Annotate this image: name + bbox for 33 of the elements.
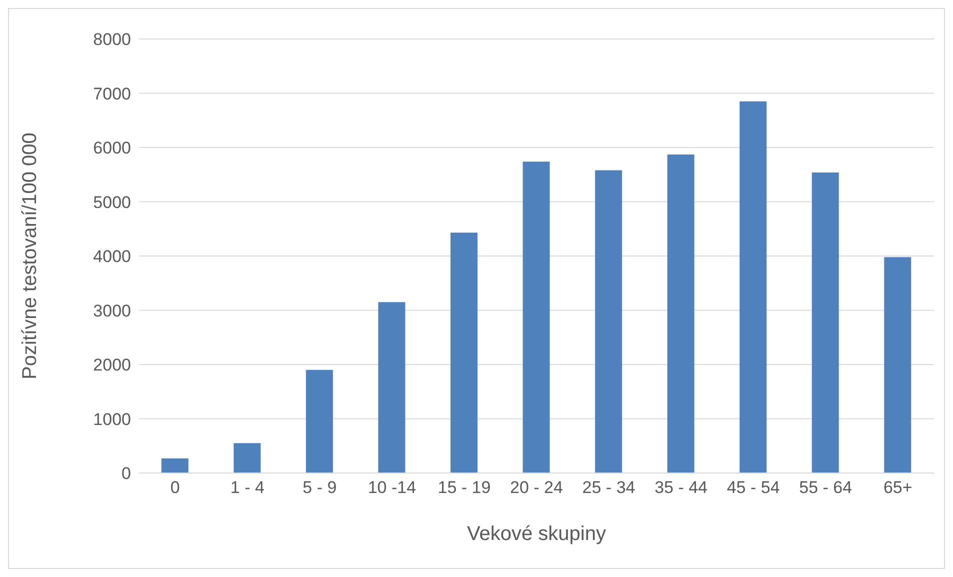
bar (378, 302, 406, 473)
x-tick-label: 65+ (883, 478, 912, 498)
bar (884, 257, 912, 473)
y-tick-label: 5000 (93, 192, 131, 212)
y-tick-label: 4000 (93, 247, 131, 266)
y-tick-label: 8000 (93, 30, 131, 50)
bar (234, 443, 261, 473)
x-tick-label: 0 (170, 478, 180, 498)
y-tick-label: 6000 (93, 138, 131, 158)
x-tick-label: 5 - 9 (302, 478, 337, 498)
x-tick-label: 10 -14 (368, 478, 416, 498)
x-tick-label: 35 - 44 (654, 478, 708, 498)
x-axis-title: Vekové skupiny (467, 523, 606, 545)
x-tick-label: 15 - 19 (438, 478, 491, 498)
x-tick-label: 1 - 4 (230, 478, 264, 498)
y-axis-title: Pozitívne testovaní/100 000 (19, 132, 42, 380)
y-tick-label: 1000 (93, 410, 131, 429)
bar (812, 172, 839, 473)
y-tick-label: 0 (122, 464, 131, 484)
x-tick-label: 55 - 64 (799, 478, 852, 498)
bar (306, 370, 333, 473)
bar (161, 458, 188, 473)
bar (522, 162, 550, 473)
y-tick-label: 3000 (93, 301, 131, 320)
x-tick-label: 20 - 24 (510, 478, 563, 498)
x-tick-label: 45 - 54 (726, 478, 780, 498)
bar (595, 170, 622, 473)
bar (667, 154, 694, 473)
x-tick-label: 25 - 34 (582, 478, 636, 498)
bar (450, 232, 478, 473)
y-tick-label: 2000 (93, 356, 131, 375)
bar (740, 101, 767, 473)
y-tick-label: 7000 (93, 84, 131, 104)
